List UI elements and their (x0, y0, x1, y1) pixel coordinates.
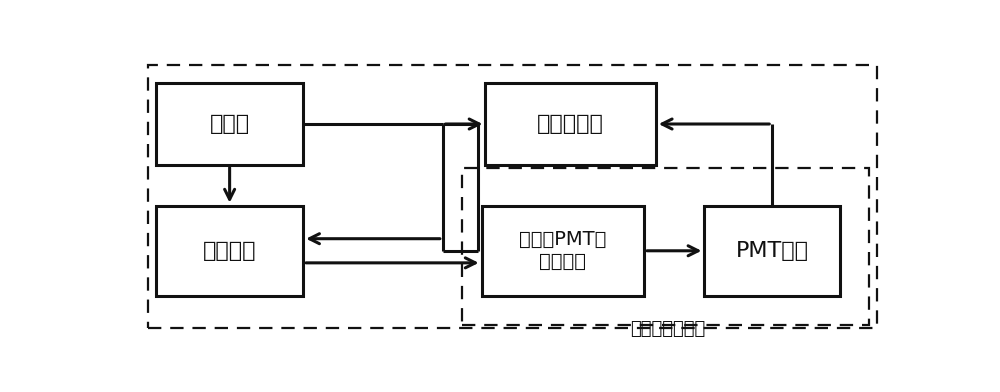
Bar (148, 65, 877, 328)
Bar (156, 205, 303, 296)
Text: PMT阵列: PMT阵列 (736, 241, 809, 261)
Text: 数据采集卡: 数据采集卡 (537, 114, 604, 134)
Text: 上位机: 上位机 (210, 114, 250, 134)
Text: 多通道PMT阵
列控制器: 多通道PMT阵 列控制器 (519, 230, 607, 271)
Bar (156, 83, 303, 165)
Bar (482, 205, 644, 296)
Bar (704, 205, 840, 296)
Text: 主控制器: 主控制器 (203, 241, 256, 261)
Bar (485, 83, 656, 165)
Bar (462, 168, 869, 325)
Text: 多通道探测系统: 多通道探测系统 (630, 320, 705, 338)
